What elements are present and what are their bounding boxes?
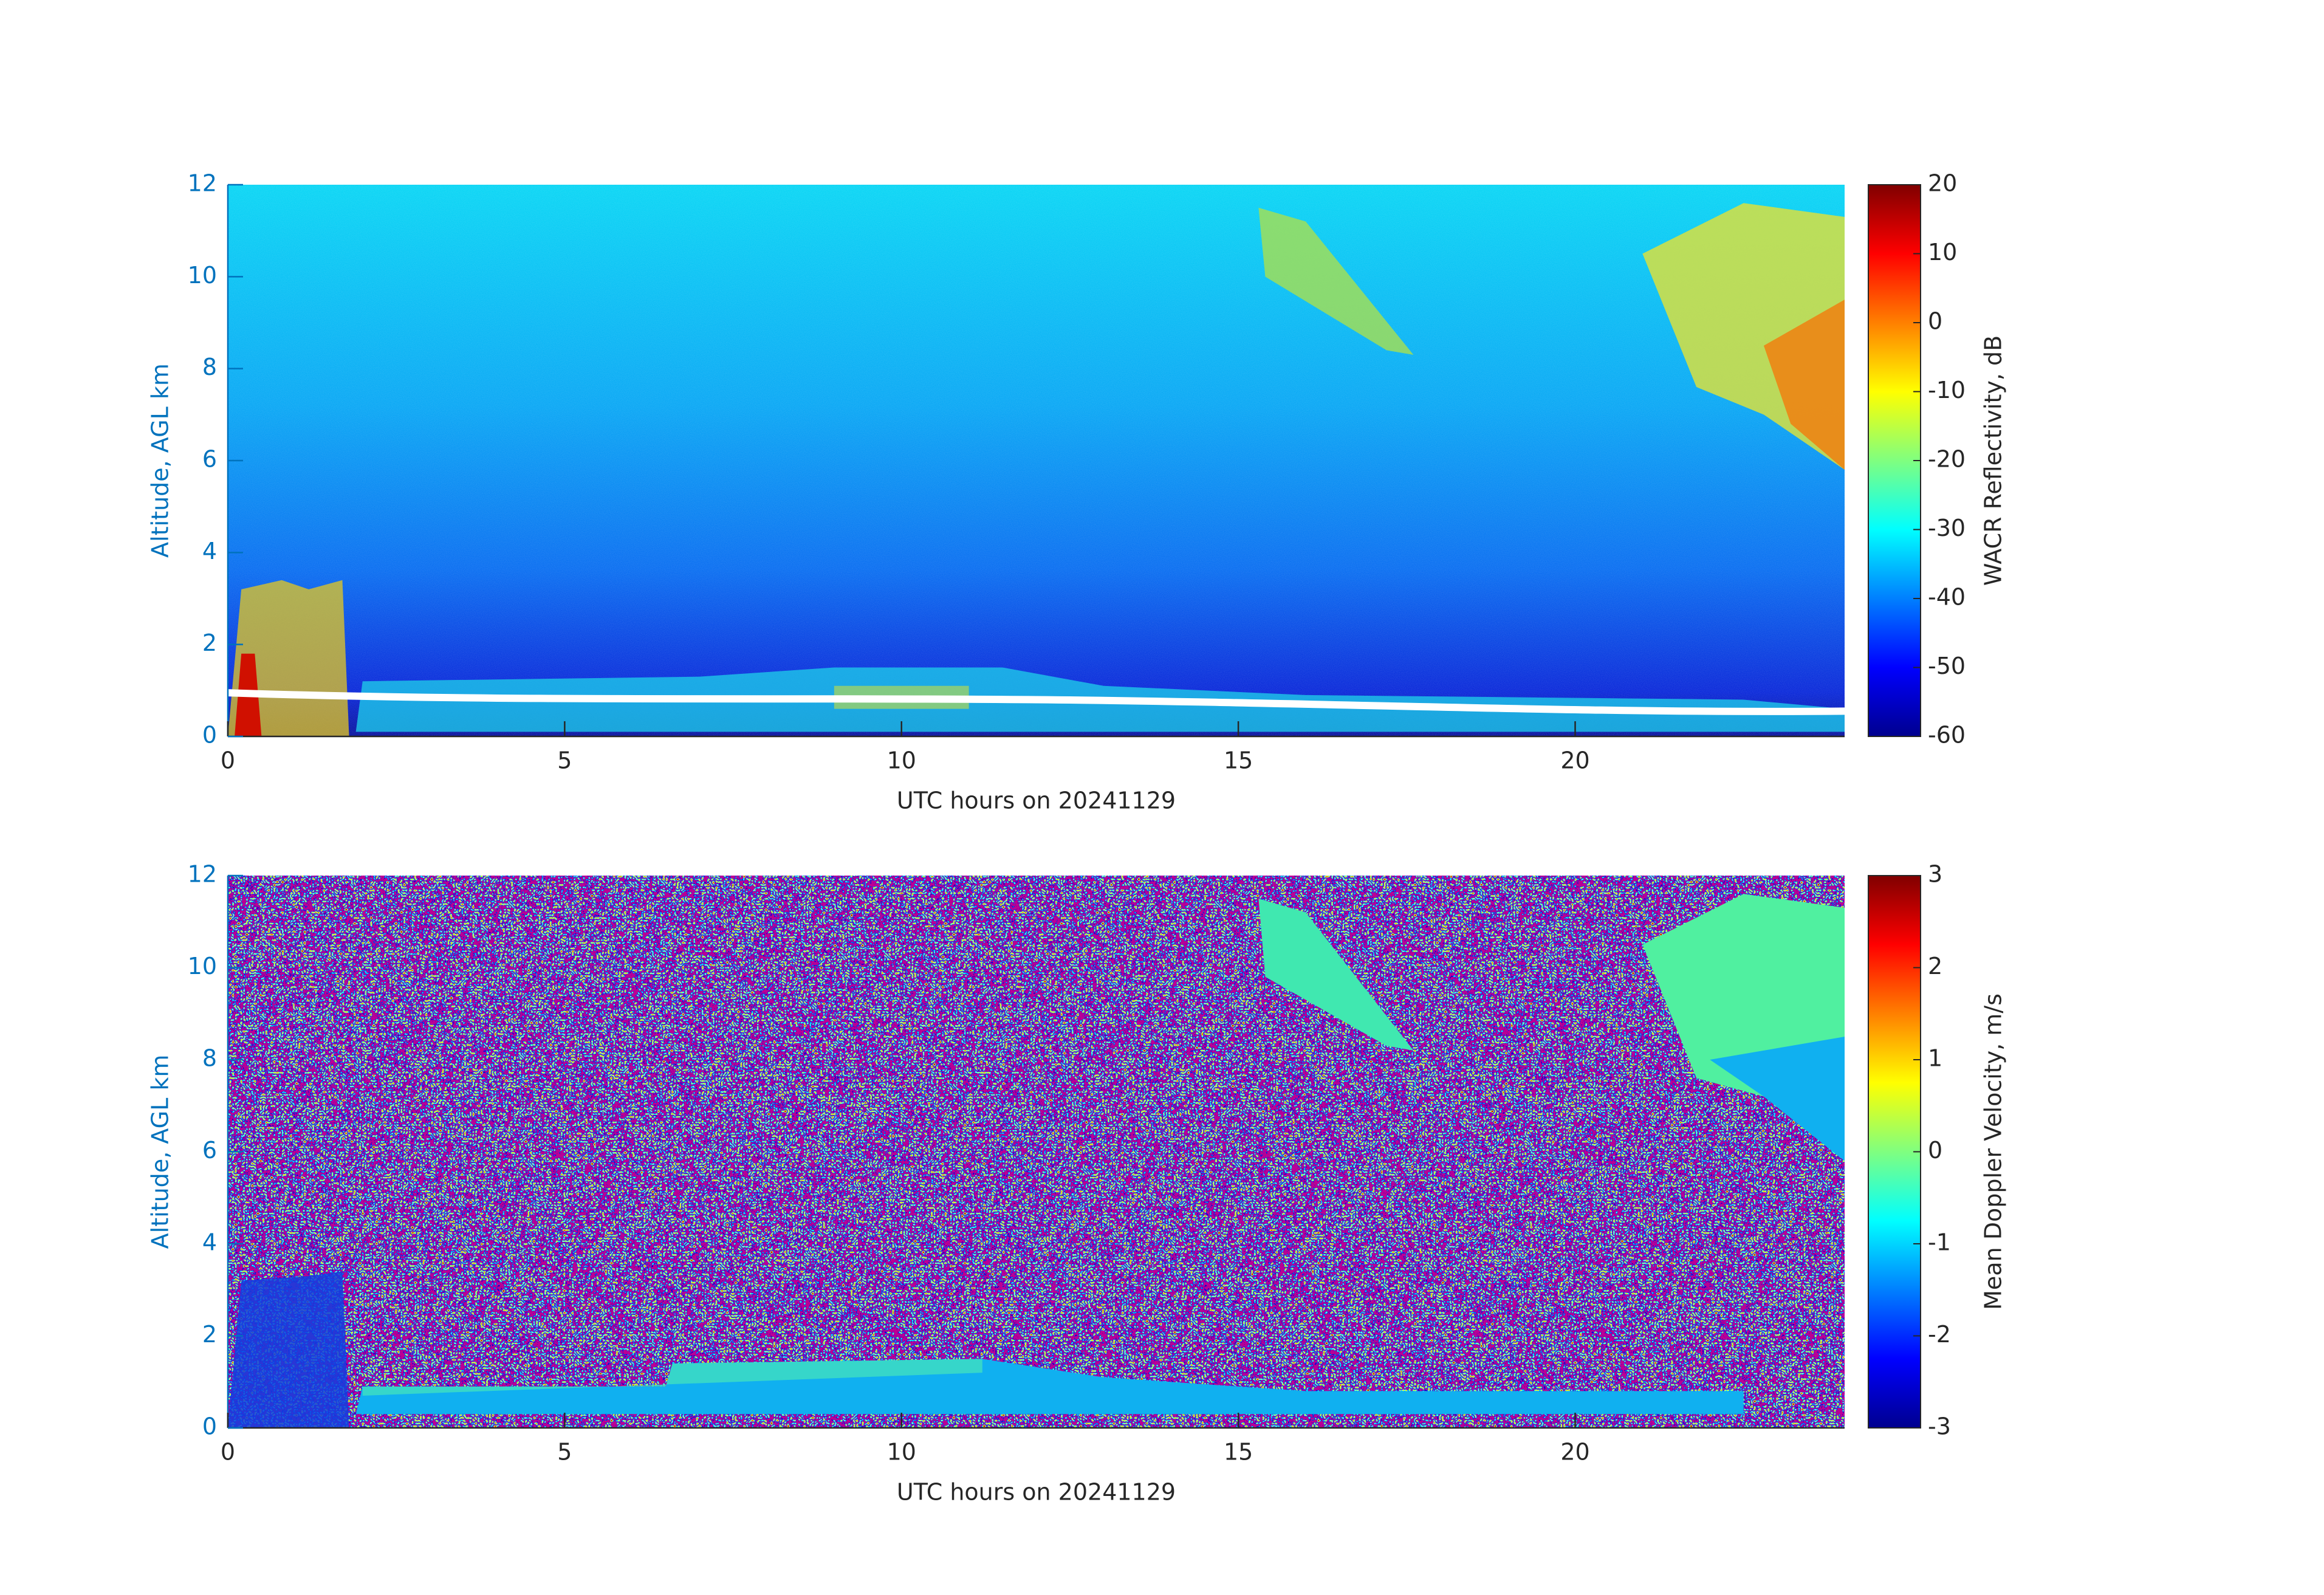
y-tick-label: 6 [202,446,217,473]
colorbar-tick-label: -10 [1928,377,1966,403]
cloud-base-line [227,689,1845,715]
colorbar [1868,184,1921,737]
colorbar-tick-label: -3 [1928,1413,1951,1440]
cirrus [1258,898,1414,1051]
colorbar-tick-label: -60 [1928,722,1966,749]
colorbar-tick-label: -1 [1928,1229,1951,1256]
y-tick-label: 8 [202,354,217,380]
y-tick-label: 4 [202,538,217,564]
x-tick-label: 10 [887,747,916,774]
y-tick-label: 10 [188,953,217,979]
colorbar-tick-label: 10 [1928,239,1957,266]
colorbar-tick-label: 20 [1928,170,1957,197]
x-tick-label: 0 [221,1439,235,1466]
x-tick-label: 20 [1560,1439,1589,1466]
colorbar-label: WACR Reflectivity, dB [1980,335,2007,586]
y-tick-label: 12 [188,861,217,888]
cirrus-base [1710,1037,1845,1161]
cirrus-core [1763,300,1845,470]
colorbar-tick-label: 1 [1928,1045,1942,1072]
colorbar-tick-label: -30 [1928,515,1966,541]
colorbar-tick-label: -50 [1928,653,1966,679]
y-tick-label: 0 [202,1413,217,1440]
y-tick-label: 4 [202,1229,217,1256]
x-axis-label: UTC hours on 20241129 [897,787,1176,814]
x-axis-label: UTC hours on 20241129 [897,1479,1176,1506]
y-axis-label: Altitude, AGL km [147,363,174,558]
y-tick-label: 8 [202,1045,217,1072]
colorbar-tick-label: 0 [1928,308,1942,335]
x-tick-label: 15 [1224,747,1253,774]
y-axis-label: Altitude, AGL km [147,1055,174,1249]
colorbar-tick-label: -40 [1928,584,1966,611]
x-tick-label: 20 [1560,747,1589,774]
colorbar-tick-label: 0 [1928,1137,1942,1164]
y-tick-label: 0 [202,722,217,749]
reflectivity-speckle [228,185,1845,736]
y-tick-label: 2 [202,629,217,656]
colorbar-tick-label: -20 [1928,446,1966,473]
x-tick-label: 15 [1224,1439,1253,1466]
x-tick-label: 10 [887,1439,916,1466]
y-tick-label: 2 [202,1321,217,1348]
colorbar-tick-label: 2 [1928,953,1942,979]
y-tick-label: 12 [188,170,217,197]
x-tick-label: 5 [557,747,572,774]
precip [228,1271,349,1428]
colorbar-tick-label: -2 [1928,1321,1951,1348]
colorbar-label: Mean Doppler Velocity, m/s [1980,993,2007,1310]
x-tick-label: 5 [557,1439,572,1466]
colorbar-tick-label: 3 [1928,861,1942,888]
low-cloud-top [362,1359,982,1396]
cirrus [1258,207,1414,355]
velocity-noise [228,876,1845,1428]
y-tick-label: 10 [188,262,217,289]
x-tick-label: 0 [221,747,235,774]
y-tick-label: 6 [202,1137,217,1164]
colorbar [1868,875,1921,1429]
